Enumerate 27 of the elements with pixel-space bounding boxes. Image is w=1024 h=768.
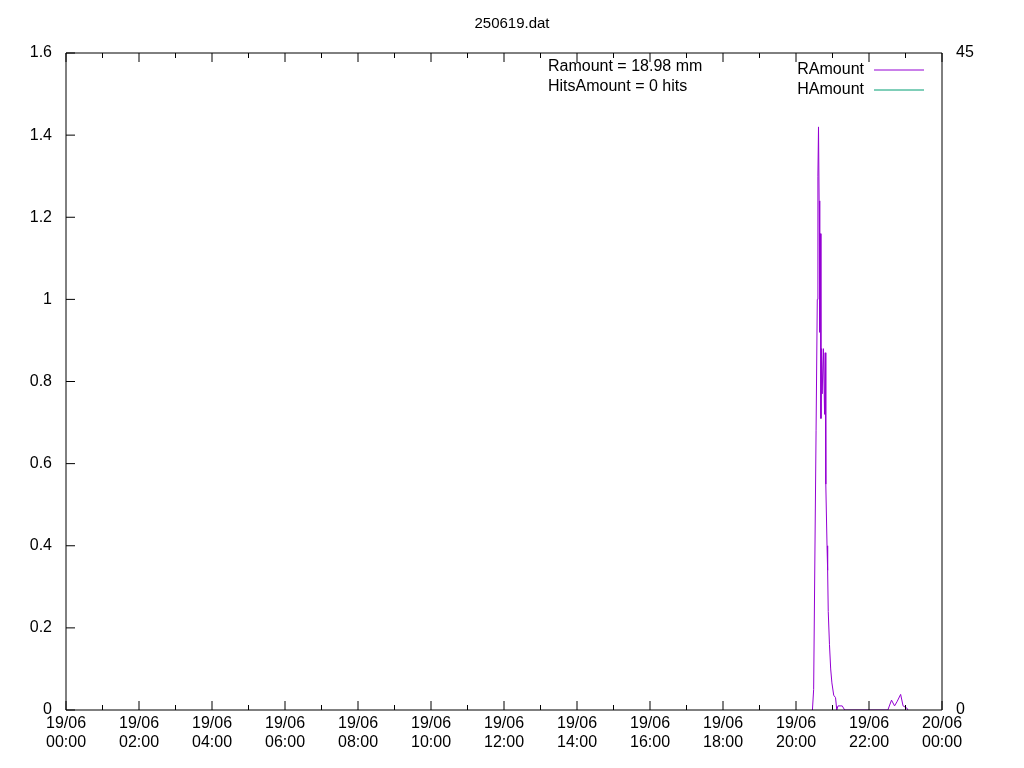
x-tick-label: 19/06 02:00 [118,714,160,751]
y-tick-label: 1.6 [29,43,53,61]
y2-tick-label: 45 [956,43,974,61]
x-tick-label: 19/06 00:00 [45,714,87,751]
y-tick-label: 0.2 [29,618,53,636]
x-tick-label: 19/06 20:00 [775,714,817,751]
x-tick-label: 19/06 16:00 [629,714,671,751]
annotation: Ramount = 18.98 mm [548,57,703,75]
x-tick-label: 19/06 14:00 [556,714,598,751]
x-tick-label: 19/06 12:00 [483,714,525,751]
legend-label: HAmount [797,80,865,98]
x-tick-label: 20/06 00:00 [921,714,963,751]
y-tick-label: 0.4 [29,536,53,554]
y-tick-label: 1 [43,289,53,307]
x-tick-label: 19/06 22:00 [848,714,890,751]
chart-title: 250619.dat [474,14,551,32]
x-tick-label: 19/06 04:00 [191,714,233,751]
x-tick-label: 19/06 18:00 [702,714,744,751]
y-tick-label: 0.8 [29,371,53,389]
x-tick-label: 19/06 08:00 [337,714,379,751]
y-tick-label: 1.2 [29,207,53,225]
x-tick-label: 19/06 06:00 [264,714,306,751]
annotation: HitsAmount = 0 hits [548,77,688,95]
x-tick-label: 19/06 10:00 [410,714,452,751]
legend-label: RAmount [797,60,865,78]
y-tick-label: 0.6 [29,454,53,472]
y-tick-label: 1.4 [29,125,53,143]
